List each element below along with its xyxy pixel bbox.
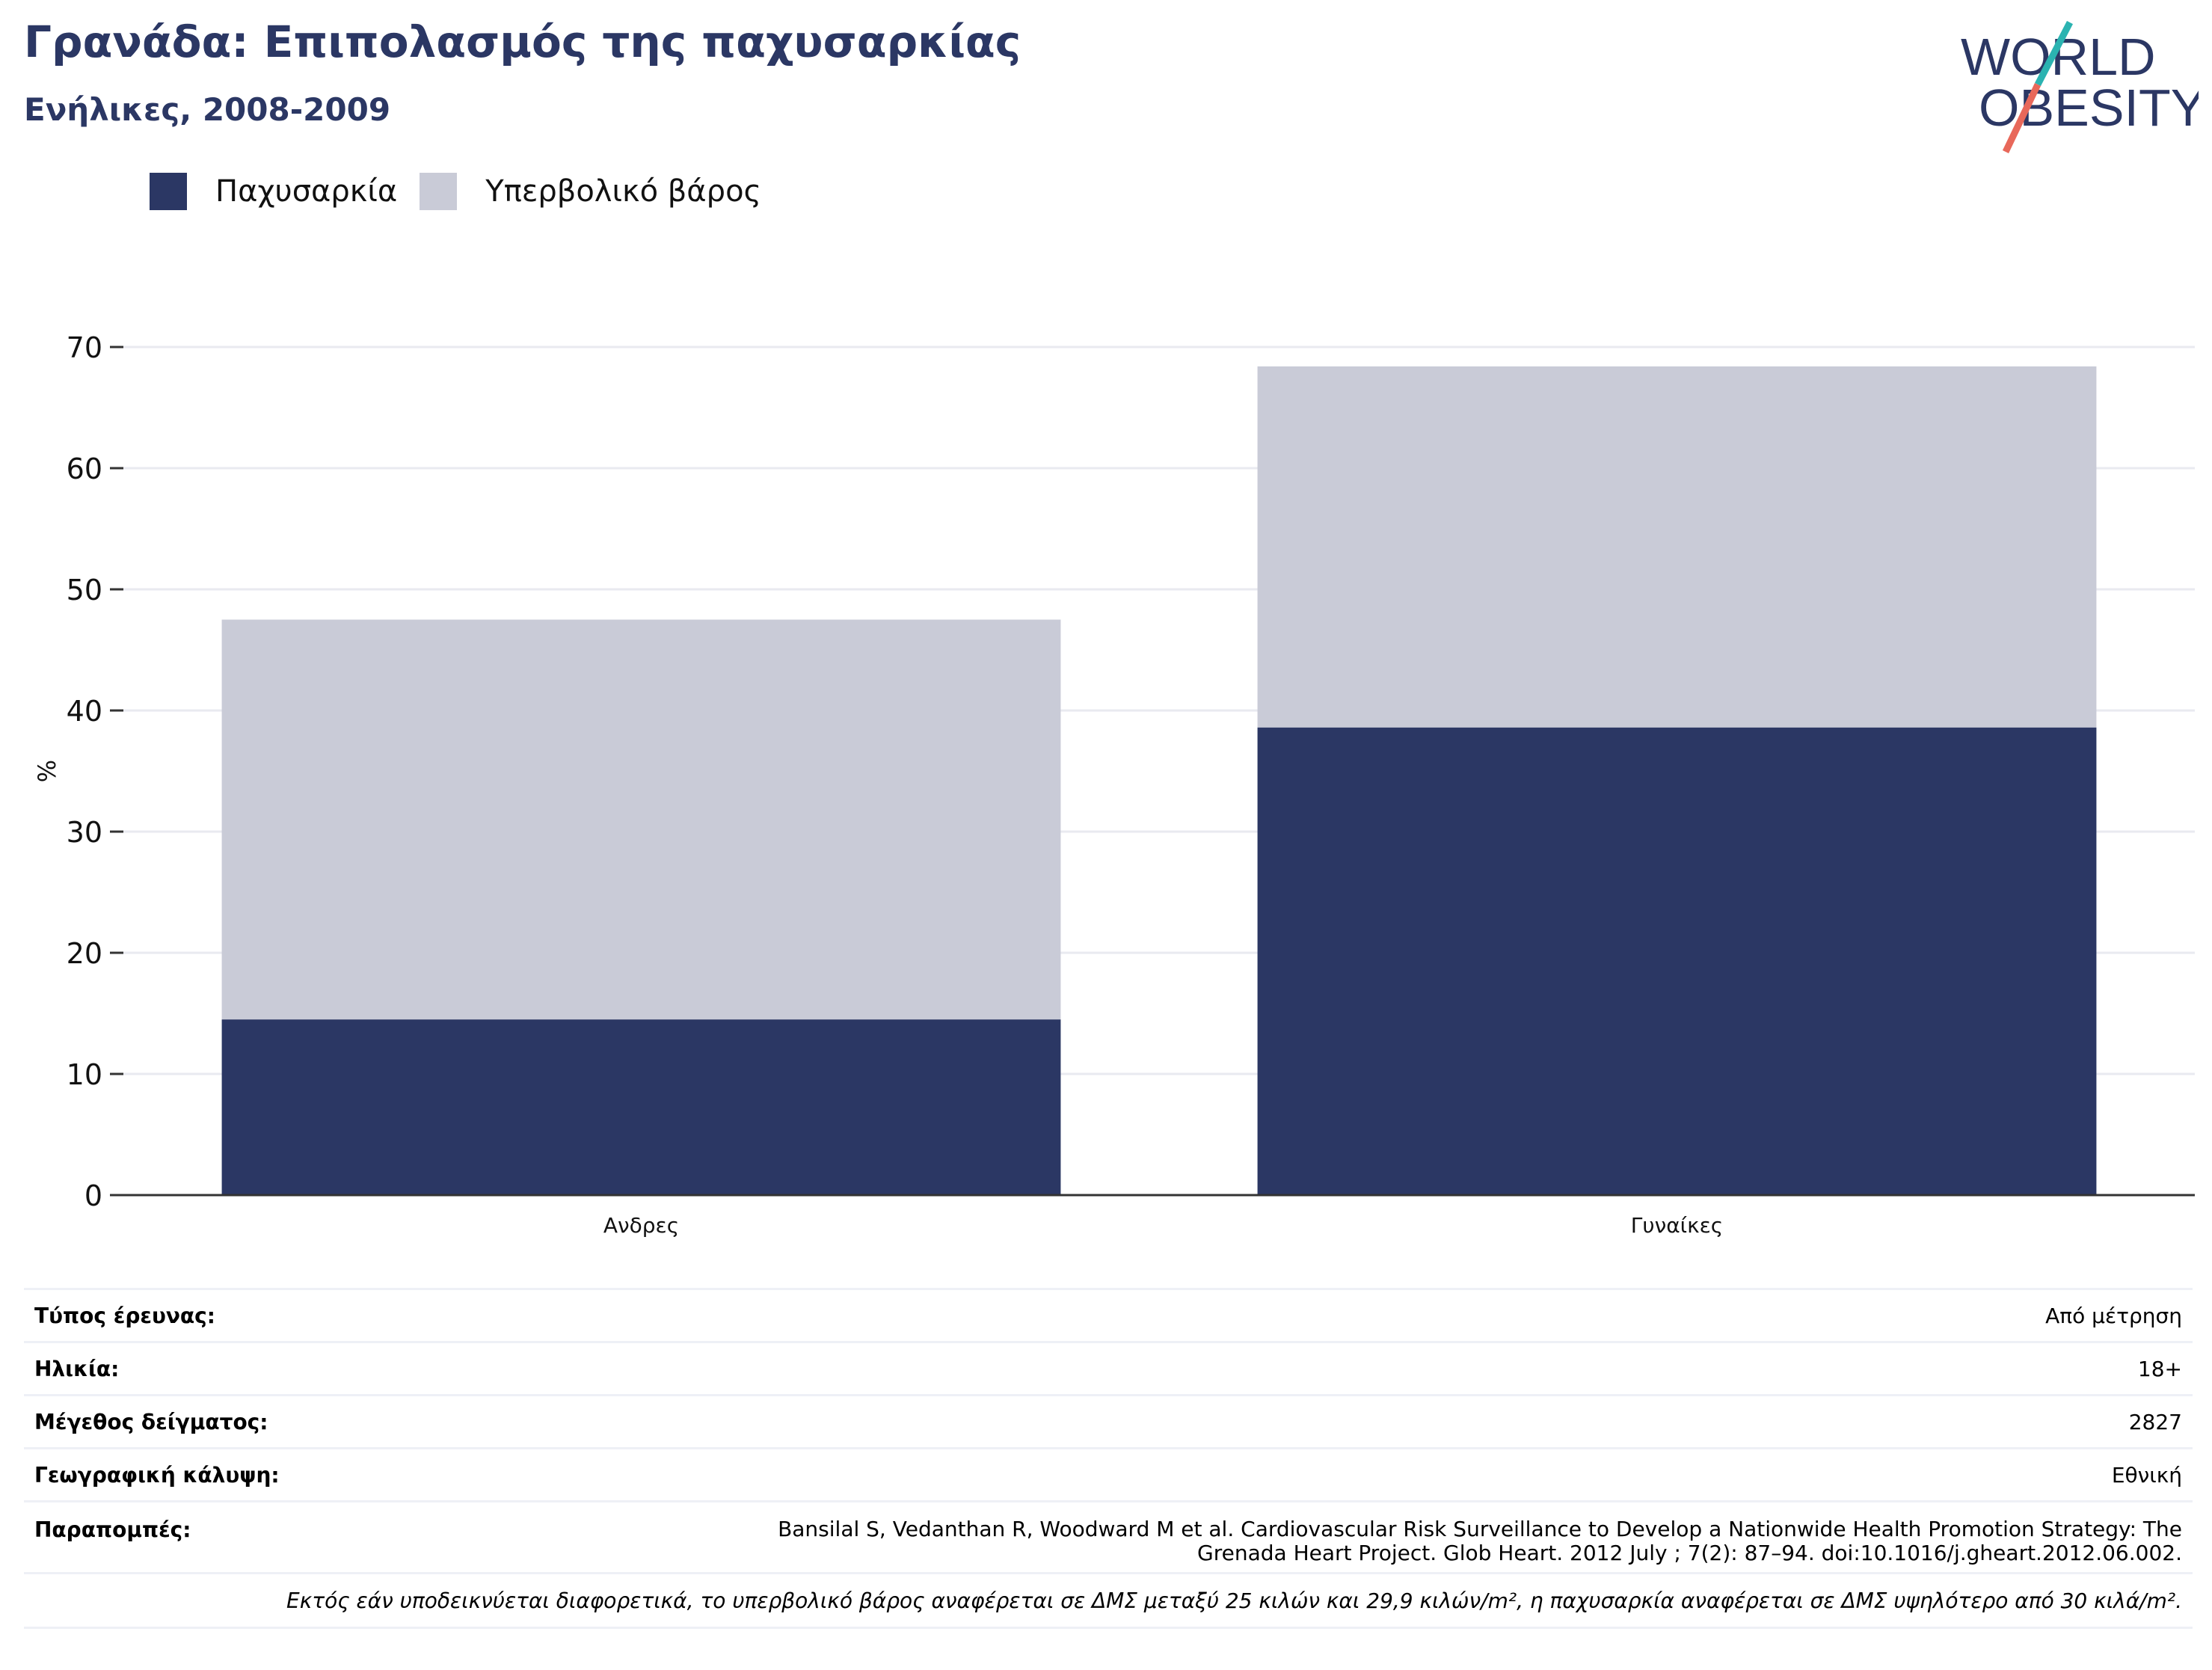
bar-obesity-1 [1257, 727, 2097, 1195]
reference-line-2: Grenada Heart Project. Glob Heart. 2012 … [1197, 1541, 2182, 1565]
legend-swatch-overweight [420, 173, 458, 210]
legend-label-overweight: Υπερβολικό βάρος [485, 174, 762, 209]
info-row-references: Παραπομπές: Bansilal S, Vedanthan R, Woo… [24, 1500, 2193, 1572]
y-tick-label: 40 [67, 695, 102, 728]
info-label-sample-size: Μέγεθος δείγματος: [34, 1409, 268, 1434]
x-tick-label: Ανδρες [603, 1213, 679, 1238]
info-value-sample-size: 2827 [2128, 1409, 2182, 1434]
logo-text-world: WORLD [1961, 28, 2156, 86]
survey-info-table: Τύπος έρευνας: Από μέτρηση Ηλικία: 18+ Μ… [24, 1288, 2193, 1629]
world-obesity-logo: WORLD OBESITY [1961, 21, 2199, 153]
logo-text-obesity: OBESITY [1979, 79, 2199, 137]
y-axis-label: % [33, 760, 61, 782]
bar-chart: 0 10 20 30 40 50 60 70% Ανδρες Γυναίκες [33, 331, 2195, 1238]
info-label-age: Ηλικία: [34, 1356, 120, 1381]
legend-item-overweight: Υπερβολικό βάρος [420, 173, 761, 210]
y-tick-label: 0 [85, 1179, 102, 1212]
definition-note-row: Εκτός εάν υποδεικνύεται διαφορετικά, το … [24, 1572, 2193, 1629]
bar-obesity-0 [221, 1019, 1061, 1195]
info-value-references: Bansilal S, Vedanthan R, Woodward M et a… [778, 1517, 2182, 1565]
info-label-survey-type: Τύπος έρευνας: [34, 1303, 215, 1328]
info-value-coverage: Εθνική [2111, 1462, 2182, 1488]
info-row-age: Ηλικία: 18+ [24, 1341, 2193, 1394]
page-subtitle: Ενήλικες, 2008-2009 [24, 91, 391, 128]
reference-line-1: Bansilal S, Vedanthan R, Woodward M et a… [778, 1517, 2182, 1541]
page-title: Γρανάδα: Επιπολασμός της παχυσαρκίας [24, 16, 1021, 67]
info-label-references: Παραπομπές: [34, 1517, 191, 1542]
y-tick-label: 70 [67, 331, 102, 364]
definition-note: Εκτός εάν υποδεικνύεται διαφορετικά, το … [286, 1588, 2182, 1613]
y-tick-label: 50 [67, 574, 102, 607]
logo-slash-coral [2002, 83, 2042, 153]
info-value-age: 18+ [2137, 1356, 2182, 1381]
legend-label-obesity: Παχυσαρκία [215, 174, 398, 209]
chart-legend: Παχυσαρκία Υπερβολικό βάρος [150, 172, 784, 211]
y-tick-label: 20 [67, 937, 102, 970]
bar-overweight-1 [1257, 366, 2097, 728]
info-label-coverage: Γεωγραφική κάλυψη: [34, 1462, 280, 1488]
legend-item-obesity: Παχυσαρκία [150, 173, 397, 210]
y-tick-label: 60 [67, 452, 102, 485]
info-row-survey-type: Τύπος έρευνας: Από μέτρηση [24, 1288, 2193, 1341]
y-tick-label: 30 [67, 816, 102, 849]
bar-overweight-0 [221, 619, 1061, 1020]
legend-swatch-obesity [150, 173, 187, 210]
x-tick-label: Γυναίκες [1631, 1213, 1723, 1238]
logo-slash-teal [2035, 21, 2073, 87]
info-row-sample-size: Μέγεθος δείγματος: 2827 [24, 1394, 2193, 1447]
info-row-coverage: Γεωγραφική κάλυψη: Εθνική [24, 1447, 2193, 1500]
info-value-survey-type: Από μέτρηση [2045, 1303, 2182, 1328]
y-tick-label: 10 [67, 1058, 102, 1091]
